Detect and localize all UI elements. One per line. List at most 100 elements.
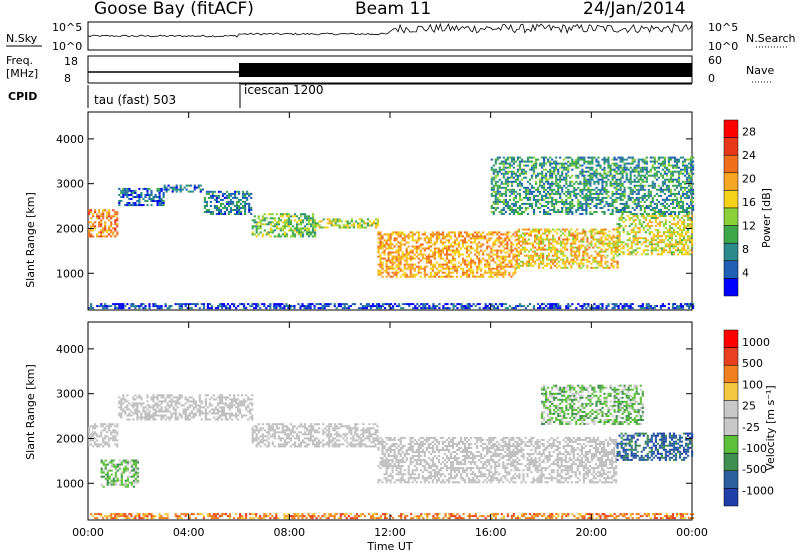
scatter-cell <box>88 235 91 238</box>
scatter-cell <box>411 249 414 252</box>
scatter-cell <box>305 215 309 218</box>
scatter-cell <box>518 303 522 306</box>
scatter-cell <box>494 176 497 179</box>
scatter-cell <box>429 239 432 242</box>
scatter-cell <box>592 246 595 249</box>
scatter-cell <box>460 307 463 310</box>
scatter-cell <box>557 170 560 173</box>
scatter-cell <box>649 194 652 197</box>
scatter-cell <box>603 186 606 189</box>
scatter-cell <box>560 244 563 247</box>
scatter-cell <box>472 235 475 238</box>
scatter-cell <box>482 257 485 260</box>
scatter-cell <box>100 425 103 428</box>
y-tick-label: 2000 <box>56 222 84 235</box>
scatter-cell <box>92 213 95 216</box>
scatter-cell <box>486 261 489 264</box>
scatter-cell <box>538 236 541 239</box>
scatter-cell <box>654 215 657 217</box>
scatter-cell <box>667 160 670 163</box>
scatter-cell <box>348 226 351 229</box>
scatter-cell <box>555 180 558 183</box>
scatter-cell <box>544 244 547 247</box>
scatter-cell <box>610 246 613 249</box>
noise-right-tick-top: 10^5 <box>708 21 738 34</box>
scatter-cell <box>557 186 560 189</box>
scatter-cell <box>599 307 602 310</box>
scatter-cell <box>624 225 627 228</box>
scatter-cell <box>517 236 520 239</box>
scatter-cell <box>496 192 499 195</box>
scatter-cell <box>470 267 473 270</box>
scatter-cell <box>267 233 270 236</box>
scatter-cell <box>631 190 634 193</box>
scatter-cell <box>616 251 619 254</box>
scatter-cell <box>285 305 288 308</box>
scatter-cell <box>591 213 594 215</box>
scatter-cell <box>468 233 471 236</box>
scatter-cell <box>622 229 625 232</box>
scatter-cell <box>689 241 692 244</box>
scatter-cell <box>409 249 412 252</box>
scatter-cell <box>96 233 99 236</box>
scatter-cell <box>571 190 574 193</box>
scatter-cell <box>631 307 634 310</box>
scatter-cell <box>589 196 592 199</box>
scatter-cell <box>604 232 607 235</box>
scatter-cell <box>625 207 628 209</box>
scatter-cell <box>283 223 286 226</box>
scatter-cell <box>604 236 607 239</box>
scatter-cell <box>401 253 404 256</box>
scatter-cell <box>645 305 648 308</box>
scatter-cell <box>385 259 388 262</box>
scatter-cell <box>393 271 396 274</box>
scatter-cell <box>680 235 684 238</box>
scatter-cell <box>255 225 258 228</box>
scatter-cell <box>687 251 690 254</box>
scatter-cell <box>559 166 562 169</box>
scatter-cell <box>512 273 515 276</box>
scatter-cell <box>602 228 605 231</box>
scatter-cell <box>299 213 303 216</box>
scatter-cell <box>381 265 384 268</box>
scatter-cell <box>520 213 524 215</box>
scatter-cell <box>411 273 414 276</box>
scatter-cell <box>445 265 449 268</box>
scatter-cell <box>548 240 551 243</box>
scatter-cell <box>423 271 426 274</box>
scatter-cell <box>255 305 258 308</box>
scatter-cell <box>585 192 588 195</box>
scatter-cell <box>645 205 648 207</box>
scatter-cell <box>618 231 621 234</box>
scatter-cell <box>680 241 684 244</box>
scatter-cell <box>557 200 560 203</box>
scatter-cell <box>558 264 561 267</box>
scatter-cell <box>486 263 489 266</box>
scatter-cell <box>128 307 131 310</box>
scatter-cell <box>333 303 336 306</box>
scatter-cell <box>591 307 594 310</box>
scatter-cell <box>466 245 469 248</box>
scatter-cell <box>629 176 632 179</box>
scatter-cell <box>490 271 493 274</box>
scatter-cell <box>611 162 614 165</box>
scatter-cell <box>297 227 301 230</box>
scatter-cell <box>506 263 509 266</box>
scatter-cell <box>668 245 671 248</box>
scatter-cell <box>492 194 495 197</box>
scatter-cell <box>646 223 649 226</box>
scatter-cell <box>539 202 542 205</box>
scatter-cell <box>622 241 625 244</box>
scatter-cell <box>379 241 382 244</box>
scatter-cell <box>92 235 95 238</box>
scatter-cell <box>686 305 689 308</box>
scatter-cell <box>381 257 384 260</box>
scatter-cell <box>451 255 455 258</box>
scatter-cell <box>538 238 541 241</box>
scatter-cell <box>589 213 592 215</box>
scatter-cell <box>679 168 683 171</box>
scatter-cell <box>526 196 530 199</box>
scatter-cell <box>667 213 670 215</box>
colorbar-swatch <box>723 242 739 262</box>
